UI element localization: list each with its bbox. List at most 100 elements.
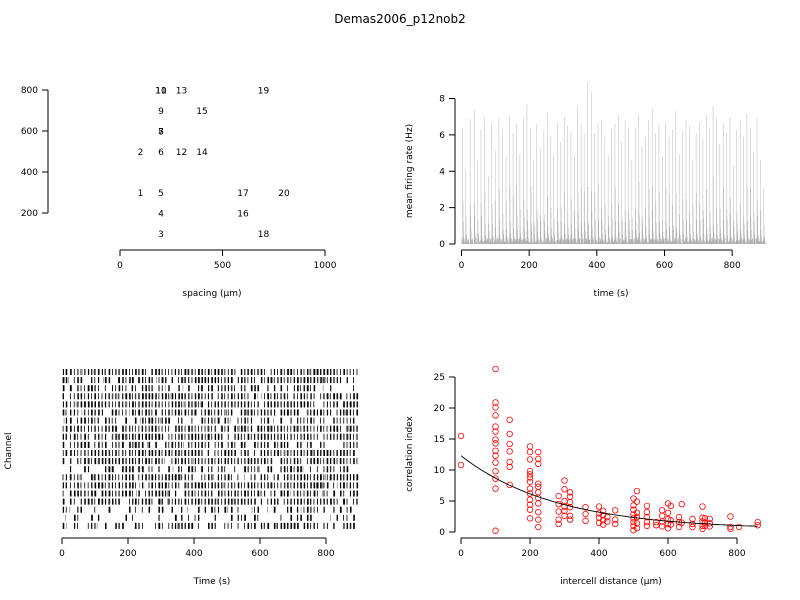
firing-rate-x-tick-label: 400 xyxy=(588,261,605,271)
raster-x-tick-label: 600 xyxy=(251,549,268,559)
correlation-point xyxy=(633,513,641,521)
correlation-point xyxy=(630,526,637,534)
electrode-label: 1 xyxy=(138,189,144,199)
electrode-label: 7 xyxy=(158,128,164,138)
correlation-point xyxy=(689,515,696,523)
electrode-label: 9 xyxy=(158,107,164,117)
correlation-point xyxy=(701,522,709,529)
correlation-point xyxy=(492,485,499,492)
electrode-label: 20 xyxy=(278,189,290,199)
layout-y-tick-label: 400 xyxy=(21,168,38,178)
correlation-point xyxy=(701,519,709,526)
correlation-point xyxy=(566,499,574,506)
correlation-point xyxy=(561,486,568,493)
layout-y-tick-label: 800 xyxy=(21,86,38,96)
correlation-point xyxy=(506,440,513,448)
correlation-point xyxy=(678,500,685,508)
correlation-point xyxy=(526,515,534,522)
correlation-point xyxy=(727,523,734,531)
correlation-point xyxy=(555,492,562,500)
correlation-point xyxy=(526,506,534,513)
correlation-point xyxy=(633,525,641,532)
correlation-point xyxy=(727,513,734,520)
raster-x-tick-label: 200 xyxy=(119,549,136,559)
correlation-point xyxy=(526,448,534,456)
raster-x-axis-label: Time (s) xyxy=(193,577,231,587)
correlation-x-tick-label: 200 xyxy=(521,549,538,559)
correlation-point xyxy=(595,503,603,510)
electrode-label: 15 xyxy=(196,107,207,117)
correlation-point xyxy=(566,512,574,520)
correlation-point xyxy=(506,481,513,489)
correlation-fit-curve xyxy=(460,455,758,527)
firing-rate-x-tick-label: 800 xyxy=(724,261,741,271)
correlation-point xyxy=(492,423,499,430)
correlation-point xyxy=(582,517,589,525)
correlation-point xyxy=(699,514,706,521)
correlation-point xyxy=(754,518,761,526)
layout-y-tick-label: 200 xyxy=(21,209,38,219)
correlation-point xyxy=(706,523,713,530)
electrode-label: 5 xyxy=(158,189,164,199)
correlation-point xyxy=(535,455,542,463)
correlation-point xyxy=(492,440,499,447)
correlation-point xyxy=(506,430,513,438)
correlation-point xyxy=(492,399,499,406)
correlation-point xyxy=(526,468,534,475)
electrode-label: 19 xyxy=(258,87,270,97)
correlation-point xyxy=(706,520,713,527)
electrode-label: 6 xyxy=(158,148,164,158)
electrode-label: 8 xyxy=(158,128,164,138)
correlation-point xyxy=(727,525,734,533)
raster-x-tick-label: 800 xyxy=(317,549,334,559)
correlation-point xyxy=(667,502,674,510)
layout-x-tick-label: 0 xyxy=(117,261,123,271)
raster-panel: 0 200 400 600 800 Time (s) Channel xyxy=(4,369,359,587)
correlation-point xyxy=(633,487,641,495)
correlation-point xyxy=(630,502,637,509)
correlation-y-tick-label: 5 xyxy=(439,497,445,507)
correlation-point xyxy=(689,520,696,528)
correlation-point xyxy=(492,365,499,373)
raster-x-tick-label: 0 xyxy=(59,549,65,559)
correlation-point xyxy=(699,503,706,510)
correlation-y-tick-label: 25 xyxy=(434,373,445,383)
correlation-point xyxy=(506,458,513,466)
correlation-point xyxy=(555,516,562,523)
correlation-point xyxy=(566,489,574,496)
correlation-point xyxy=(492,475,499,482)
correlation-point xyxy=(612,516,619,523)
correlation-x-tick-label: 0 xyxy=(458,549,464,559)
firing-rate-x-axis-label: time (s) xyxy=(594,289,629,299)
correlation-point xyxy=(633,509,641,516)
correlation-point xyxy=(643,522,651,529)
correlation-x-tick-label: 400 xyxy=(590,549,607,559)
correlation-point xyxy=(506,448,513,455)
firing-rate-y-axis-label: mean firing rate (Hz) xyxy=(405,124,415,218)
correlation-point xyxy=(735,523,743,531)
correlation-point xyxy=(706,515,713,523)
raster-y-axis-label: Channel xyxy=(4,433,14,470)
correlation-point xyxy=(664,509,672,516)
correlation-point xyxy=(535,523,542,531)
correlation-y-tick-label: 20 xyxy=(434,404,446,414)
correlation-point xyxy=(492,404,499,411)
correlation-point xyxy=(492,452,499,459)
electrode-label: 18 xyxy=(258,230,270,240)
firing-rate-y-tick-label: 6 xyxy=(439,131,445,141)
correlation-point xyxy=(599,521,607,528)
electrode-label: 13 xyxy=(176,87,187,97)
correlation-point xyxy=(633,498,641,505)
raster-x-tick-label: 400 xyxy=(185,549,202,559)
correlation-point xyxy=(604,513,611,521)
electrode-label: 17 xyxy=(237,189,248,199)
firing-rate-y-tick-label: 4 xyxy=(439,167,445,177)
layout-x-axis-label: spacing (µm) xyxy=(182,289,241,299)
layout-x-tick-label: 1000 xyxy=(314,261,337,271)
electrode-label: 4 xyxy=(158,210,164,220)
electrode-label: 12 xyxy=(176,148,187,158)
correlation-point xyxy=(599,512,607,519)
correlation-point xyxy=(658,523,666,530)
